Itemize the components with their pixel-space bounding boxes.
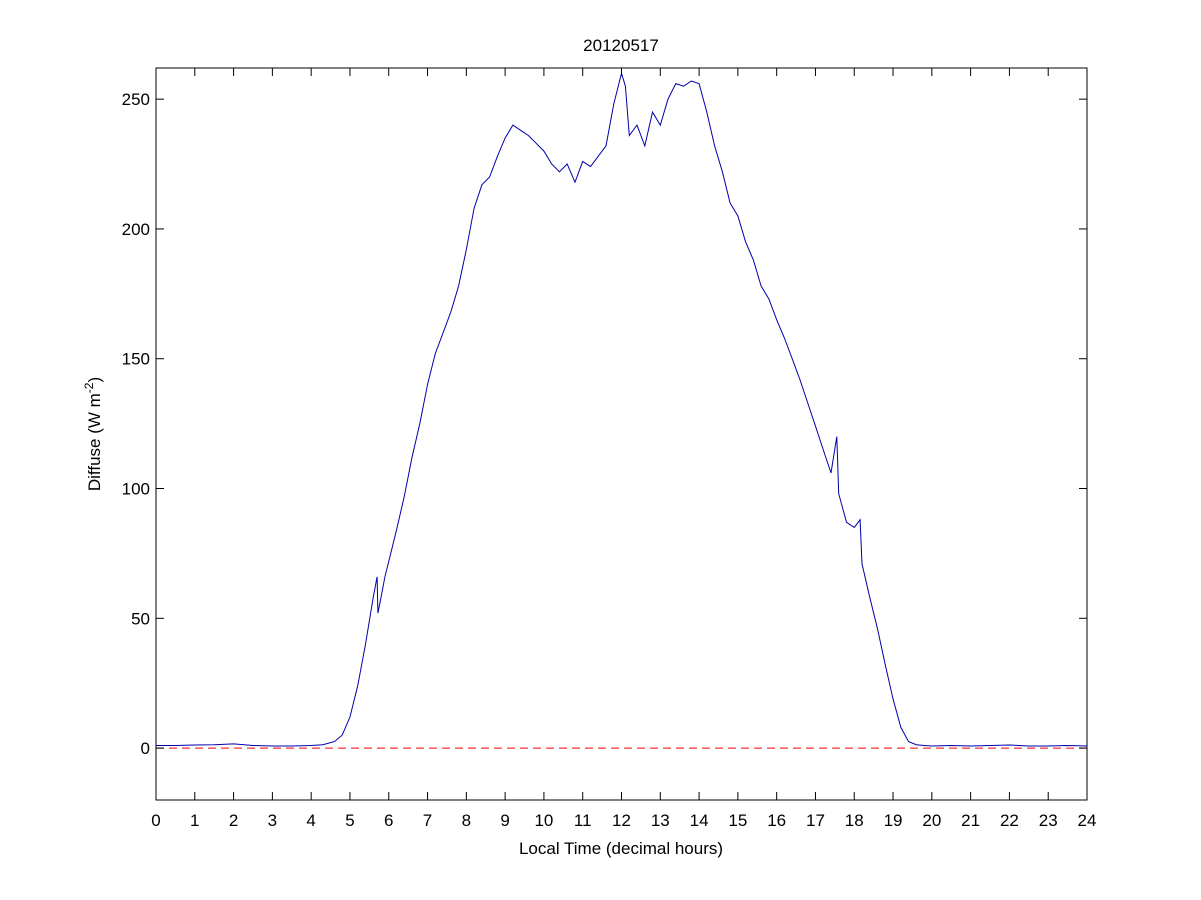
- x-tick-label: 10: [534, 811, 553, 830]
- plot-area: [155, 67, 1088, 801]
- x-tick-label: 1: [190, 811, 199, 830]
- y-tick-label: 0: [141, 739, 150, 758]
- chart-title: 20120517: [583, 36, 659, 55]
- x-tick-label: 22: [1000, 811, 1019, 830]
- series-layer: [156, 71, 1088, 749]
- x-tick-label: 2: [229, 811, 238, 830]
- x-tick-label: 14: [690, 811, 709, 830]
- x-tick-label: 24: [1078, 811, 1097, 830]
- x-tick-label: 9: [500, 811, 509, 830]
- x-tick-label: 11: [574, 811, 592, 830]
- y-tick-label: 50: [131, 609, 150, 628]
- x-tick-label: 12: [612, 811, 631, 830]
- x-tick-label: 20: [922, 811, 941, 830]
- x-tick-label: 13: [651, 811, 670, 830]
- x-tick-label: 7: [423, 811, 432, 830]
- x-tick-label: 21: [961, 811, 980, 830]
- y-tick-label: 100: [122, 480, 150, 499]
- y-tick-label: 200: [122, 220, 150, 239]
- x-tick-label: 19: [884, 811, 903, 830]
- x-tick-label: 8: [462, 811, 471, 830]
- y-tick-label: 150: [122, 350, 150, 369]
- x-tick-label: 5: [345, 811, 354, 830]
- x-axis-label: Local Time (decimal hours): [519, 839, 723, 858]
- series-line-0: [156, 71, 1088, 747]
- y-axis-label: Diffuse (W m-2): [82, 377, 104, 491]
- x-tick-label: 18: [845, 811, 864, 830]
- x-tick-label: 3: [268, 811, 277, 830]
- x-tick-label: 15: [728, 811, 747, 830]
- x-tick-label: 16: [767, 811, 786, 830]
- x-tick-label: 4: [306, 811, 315, 830]
- y-axis-label-close: ): [85, 377, 104, 383]
- x-tick-label: 6: [384, 811, 393, 830]
- y-axis-label-main: Diffuse (W m: [85, 393, 104, 491]
- y-tick-label: 250: [122, 90, 150, 109]
- y-axis-label-superscript: -2: [82, 382, 96, 393]
- x-tick-label: 23: [1039, 811, 1058, 830]
- x-tick-label: 17: [806, 811, 825, 830]
- tick-layer: 0 1 2 3 4 5 6 7 8 9 10 11 12 13 14 15 16 17 18 19 20 21 22 23 24…: [122, 68, 1097, 830]
- x-tick-label: 0: [151, 811, 160, 830]
